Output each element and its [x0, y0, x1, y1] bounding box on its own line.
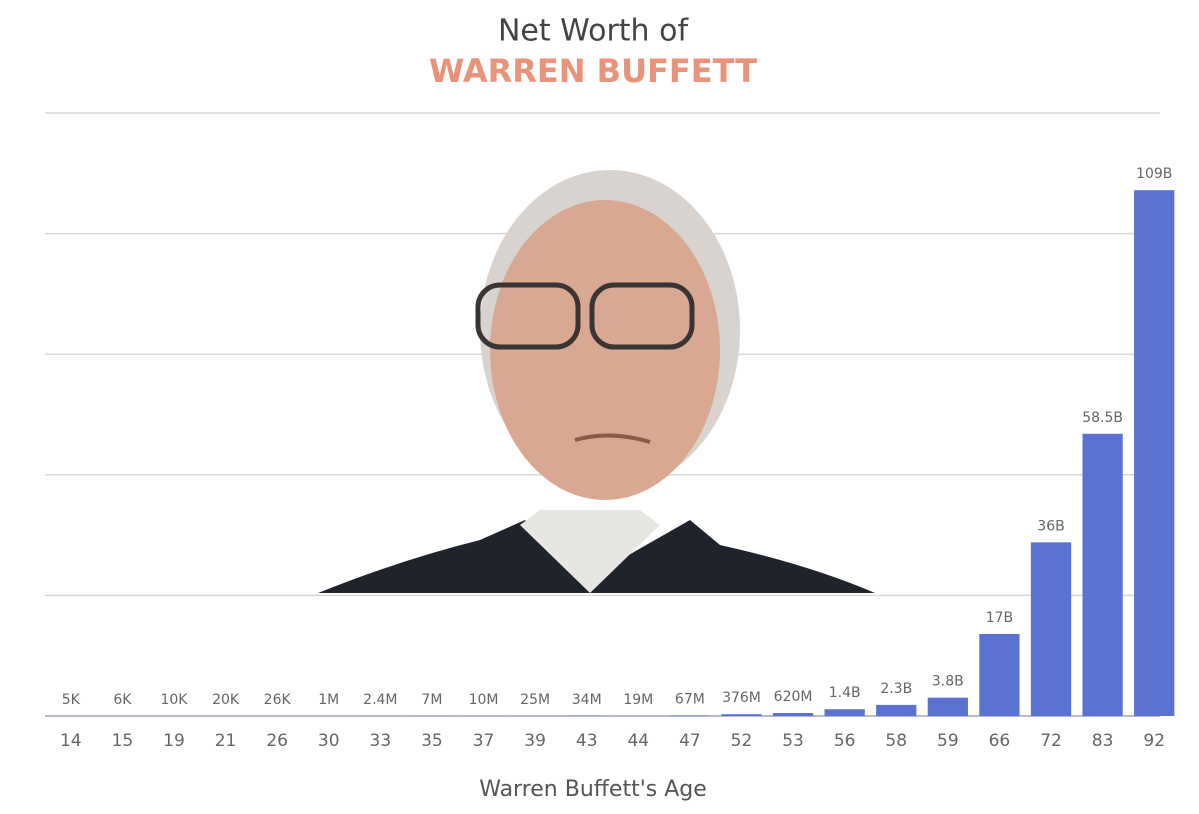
bar — [876, 704, 917, 716]
x-tick-label: 19 — [163, 731, 185, 751]
value-label: 5K — [62, 692, 81, 708]
bar — [927, 697, 968, 716]
value-label: 7M — [421, 692, 442, 708]
value-label: 10M — [469, 692, 499, 708]
value-label: 6K — [113, 692, 132, 708]
bar — [1082, 433, 1123, 716]
value-label: 58.5B — [1082, 410, 1123, 426]
x-tick-label: 83 — [1092, 731, 1114, 751]
value-label: 67M — [675, 692, 705, 708]
x-tick-label: 47 — [679, 731, 701, 751]
value-label: 1M — [318, 692, 339, 708]
value-label: 10K — [160, 692, 188, 708]
x-tick-label: 53 — [782, 731, 804, 751]
value-label: 34M — [572, 692, 602, 708]
x-tick-label: 26 — [266, 731, 288, 751]
value-label: 3.8B — [932, 674, 964, 690]
x-tick-label: 35 — [421, 731, 443, 751]
value-label: 25M — [520, 692, 550, 708]
value-label: 2.4M — [363, 692, 397, 708]
value-label: 36B — [1037, 518, 1064, 534]
bar — [824, 709, 865, 716]
chart-subtitle: WARREN BUFFETT — [429, 52, 757, 90]
x-tick-label: 37 — [473, 731, 495, 751]
x-tick-label: 30 — [318, 731, 340, 751]
x-tick-label: 43 — [576, 731, 598, 751]
x-tick-label: 14 — [60, 731, 82, 751]
value-label: 19M — [623, 692, 653, 708]
x-tick-label: 59 — [937, 731, 959, 751]
value-label: 620M — [774, 689, 813, 705]
bar — [772, 713, 814, 716]
chart-title: Net Worth of — [498, 14, 689, 49]
bar — [721, 714, 762, 716]
x-tick-label: 39 — [524, 731, 546, 751]
value-label: 20K — [212, 692, 240, 708]
x-tick-label: 58 — [885, 731, 907, 751]
x-tick-label: 72 — [1040, 731, 1062, 751]
bar — [1134, 190, 1175, 716]
value-label: 1.4B — [829, 685, 861, 701]
x-axis-label: Warren Buffett's Age — [479, 777, 707, 802]
x-tick-label: 92 — [1143, 731, 1165, 751]
value-label: 26K — [264, 692, 292, 708]
x-tick-label: 66 — [989, 731, 1011, 751]
value-label: 17B — [986, 610, 1013, 626]
x-tick-label: 15 — [112, 731, 134, 751]
x-tick-label: 56 — [834, 731, 856, 751]
bar — [979, 633, 1020, 716]
value-label: 376M — [722, 690, 761, 706]
x-tick-label: 33 — [370, 731, 392, 751]
x-tick-label: 44 — [627, 731, 649, 751]
value-label: 2.3B — [880, 681, 912, 697]
value-label: 109B — [1136, 166, 1172, 182]
bar — [1030, 542, 1072, 716]
portrait-illustration — [318, 170, 875, 593]
x-tick-label: 52 — [731, 731, 753, 751]
x-tick-label: 21 — [215, 731, 237, 751]
